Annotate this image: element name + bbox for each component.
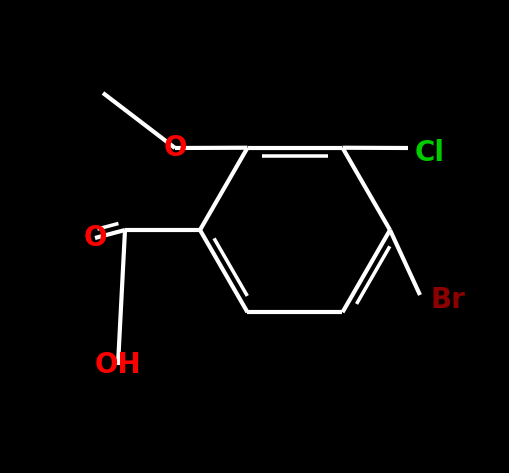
Text: OH: OH	[95, 351, 141, 379]
Text: O: O	[163, 134, 186, 162]
Text: Br: Br	[430, 286, 465, 314]
Text: Cl: Cl	[414, 139, 444, 167]
Text: O: O	[83, 224, 106, 252]
